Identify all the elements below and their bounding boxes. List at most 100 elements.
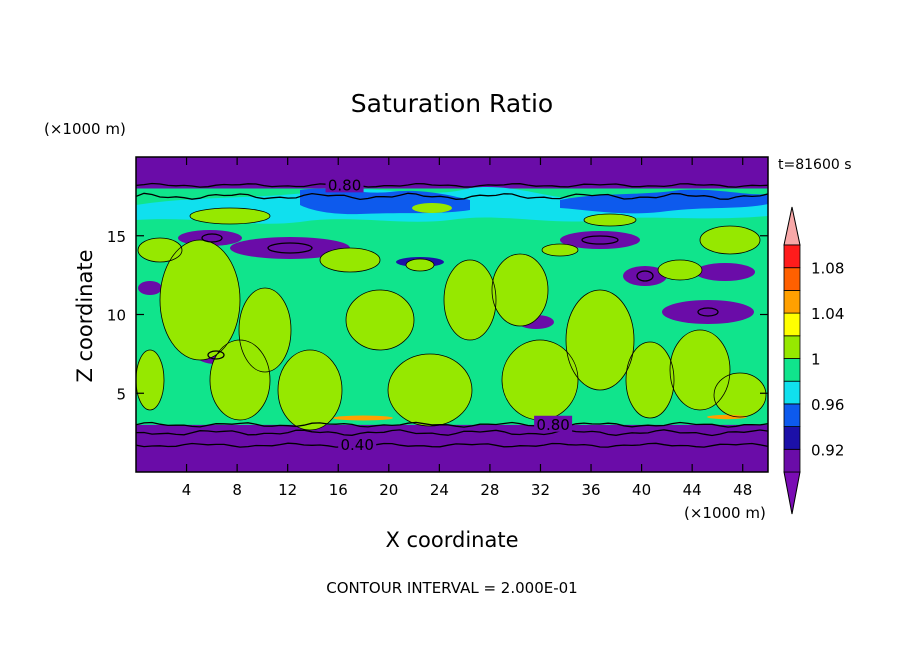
contour-label-bg-2 bbox=[338, 436, 377, 453]
cloud-region-6 bbox=[444, 260, 496, 340]
cloud-region-12 bbox=[714, 373, 766, 417]
cloud-region-13 bbox=[136, 350, 164, 410]
contour-line-top-0p90 bbox=[136, 192, 768, 201]
cloud-outline-17 bbox=[657, 259, 703, 281]
dry-patch-9 bbox=[138, 281, 162, 295]
cloud-outline-5 bbox=[387, 353, 473, 427]
cloud-region-7 bbox=[492, 254, 548, 326]
cloud-outline-7 bbox=[491, 253, 549, 327]
colorbar-swatch-5 bbox=[783, 335, 801, 359]
cloud-region-4 bbox=[346, 290, 414, 350]
cloud-outline-15 bbox=[405, 258, 435, 272]
cloud-region-5 bbox=[388, 354, 472, 426]
cloud-region-19 bbox=[190, 208, 270, 224]
closed-contour-5 bbox=[207, 350, 225, 360]
cloud-region-14 bbox=[320, 248, 380, 272]
cloud-outline-4 bbox=[345, 289, 415, 351]
cloud-outline-14 bbox=[319, 247, 381, 273]
closed-contour-0 bbox=[267, 242, 313, 254]
colorbar-under-arrow bbox=[783, 471, 801, 515]
cloud-region-16 bbox=[700, 226, 760, 254]
contour-label-bg-0 bbox=[325, 176, 364, 193]
cloud-region-9 bbox=[566, 290, 634, 390]
cloud-region-8 bbox=[502, 340, 578, 420]
cloud-outline-10 bbox=[625, 341, 675, 419]
colorbar-swatch-3 bbox=[783, 380, 801, 405]
closed-contour-2 bbox=[636, 270, 654, 282]
cloud-outline-18 bbox=[541, 243, 579, 257]
cloud-outline-1 bbox=[238, 287, 292, 373]
dry-patch-1 bbox=[230, 237, 350, 259]
contour-line-top-0p80 bbox=[136, 182, 768, 188]
colorbar-swatch-1 bbox=[783, 426, 801, 450]
cloud-outline-13 bbox=[136, 349, 165, 411]
cloud-region-18 bbox=[542, 244, 578, 256]
y-tick-label-10: 10 bbox=[107, 307, 126, 325]
time-label: t=81600 s bbox=[778, 157, 852, 173]
x-tick-label-24: 24 bbox=[430, 481, 449, 499]
contour-label-bg-1 bbox=[534, 415, 573, 432]
contour-line-bottom-0p40 bbox=[136, 442, 768, 448]
cloud-outline-3 bbox=[277, 349, 343, 431]
cloud-outline-0 bbox=[159, 239, 241, 361]
x-tick-label-44: 44 bbox=[683, 481, 702, 499]
x-tick-label-12: 12 bbox=[278, 481, 297, 499]
cloud-region-10 bbox=[626, 342, 674, 418]
warm-sliver-2 bbox=[707, 414, 747, 420]
closed-contour-3 bbox=[697, 307, 719, 317]
x-axis-label: X coordinate bbox=[385, 528, 518, 552]
colorbar-over-arrow bbox=[783, 206, 801, 246]
colorbar: 0.92 0.96 1 1.04 1.08 bbox=[783, 206, 844, 515]
colorbar-label-3: 1.04 bbox=[811, 305, 844, 323]
contour-label-2: 0.40 bbox=[340, 436, 373, 454]
cloud-region-3 bbox=[278, 350, 342, 430]
cloud-outline-20 bbox=[583, 213, 637, 227]
dry-patch-6 bbox=[662, 300, 754, 324]
x-unit-label: (×1000 m) bbox=[684, 504, 766, 522]
contour-label-1: 0.80 bbox=[536, 416, 569, 434]
dry-patch-4 bbox=[623, 266, 667, 286]
colorbar-label-1: 0.96 bbox=[811, 396, 844, 414]
cloud-region-2 bbox=[210, 340, 270, 420]
contour-line-bottom-0p60 bbox=[136, 429, 768, 437]
y-tick-label-15: 15 bbox=[107, 228, 126, 246]
colorbar-swatch-9 bbox=[783, 244, 801, 269]
cloud-region-15 bbox=[406, 259, 434, 271]
colorbar-label-0: 0.92 bbox=[811, 441, 844, 459]
colorbar-swatch-4 bbox=[783, 358, 801, 382]
colorbar-label-2: 1 bbox=[811, 351, 821, 369]
y-tick-label-5: 5 bbox=[116, 385, 126, 403]
cloud-outline-12 bbox=[713, 372, 767, 418]
colorbar-swatch-7 bbox=[783, 289, 801, 314]
x-tick-label-48: 48 bbox=[733, 481, 752, 499]
warm-sliver-1 bbox=[333, 415, 393, 421]
x-tick-label-20: 20 bbox=[379, 481, 398, 499]
cloud-outline-19 bbox=[189, 207, 271, 225]
contour-label-0: 0.80 bbox=[328, 176, 361, 194]
colorbar-swatch-0 bbox=[783, 448, 801, 473]
dry-patch-5 bbox=[695, 263, 755, 281]
cloud-outline-11 bbox=[669, 329, 731, 411]
closed-contour-1 bbox=[581, 235, 619, 245]
cloud-region-21 bbox=[138, 238, 182, 262]
upper-green-lens bbox=[412, 203, 452, 213]
colorbar-label-4: 1.08 bbox=[811, 260, 844, 278]
x-tick-label-36: 36 bbox=[581, 481, 600, 499]
cloud-region-0 bbox=[160, 240, 240, 360]
dry-patch-3 bbox=[560, 231, 640, 249]
x-tick-label-8: 8 bbox=[232, 481, 242, 499]
colorbar-swatch-8 bbox=[783, 267, 801, 291]
x-tick-label-40: 40 bbox=[632, 481, 651, 499]
x-tick-label-32: 32 bbox=[531, 481, 550, 499]
cloud-outline-2 bbox=[209, 339, 271, 421]
y-unit-label: (×1000 m) bbox=[44, 120, 126, 138]
cloud-region-17 bbox=[658, 260, 702, 280]
cloud-outline-9 bbox=[565, 289, 635, 391]
plot-area bbox=[136, 157, 768, 472]
closed-contour-4 bbox=[201, 233, 223, 243]
x-tick-label-28: 28 bbox=[480, 481, 499, 499]
colorbar-swatch-2 bbox=[783, 403, 801, 427]
x-tick-label-4: 4 bbox=[182, 481, 192, 499]
y-axis-label: Z coordinate bbox=[73, 249, 97, 382]
layer-band-2 bbox=[136, 157, 768, 189]
